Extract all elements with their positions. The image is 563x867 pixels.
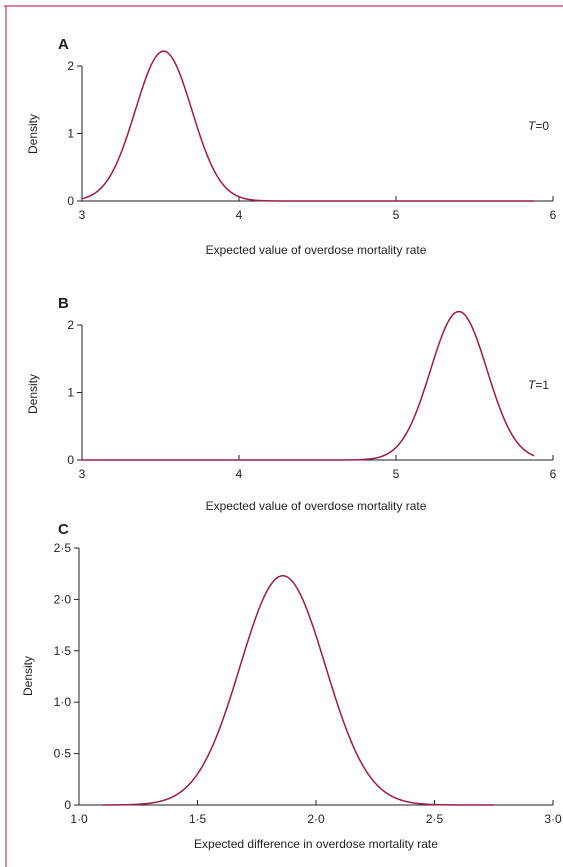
x-tick-label: 1·0 <box>70 812 88 826</box>
x-tick-label: 6 <box>550 467 557 481</box>
y-tick-label: 0 <box>67 194 74 208</box>
y-tick-label: 2·0 <box>54 592 72 606</box>
x-tick-label: 3 <box>79 208 86 222</box>
panel-letter: C <box>58 521 69 538</box>
chart-marks: 3 4 5 6 0 1 2 <box>67 310 557 481</box>
x-tick-label: 3·0 <box>544 812 562 826</box>
panel-a: A T=0 Density Expected value of overdose… <box>26 36 557 257</box>
y-tick-label: 2·5 <box>54 541 72 555</box>
x-tick-label: 2·5 <box>426 812 444 826</box>
y-tick-label: 1·0 <box>54 695 72 709</box>
y-tick-label: 0 <box>67 453 74 467</box>
y-tick-label: 1 <box>67 386 74 400</box>
y-tick-label: 0 <box>64 798 71 812</box>
y-tick-label: 1 <box>67 127 74 141</box>
y-tick-label: 0·5 <box>54 747 72 761</box>
density-curve <box>102 575 494 806</box>
chart-marks: 3 4 5 6 0 1 2 <box>67 50 557 222</box>
y-axis-label: Density <box>26 374 40 414</box>
density-curve <box>82 310 535 461</box>
y-tick-label: 1·5 <box>54 644 72 658</box>
x-axis-label: Expected value of overdose mortality rat… <box>206 499 427 513</box>
y-axis-label: Density <box>26 114 40 154</box>
panel-annotation: T=1 <box>528 378 549 392</box>
x-tick-label: 4 <box>236 208 243 222</box>
x-tick-label: 3 <box>79 467 86 481</box>
x-axis-label: Expected value of overdose mortality rat… <box>206 243 427 257</box>
panel-c: C Density Expected difference in overdos… <box>21 521 562 851</box>
x-tick-label: 2·0 <box>307 812 325 826</box>
panel-annotation: T=0 <box>528 119 549 133</box>
annotation-var: T <box>528 119 537 133</box>
x-tick-label: 1·5 <box>189 812 207 826</box>
density-curve <box>81 50 535 202</box>
chart-marks: 1·0 1·5 2·0 2·5 3·0 0 0·5 1·0 1·5 2·0 2·5 <box>54 541 562 826</box>
x-tick-label: 5 <box>393 208 400 222</box>
x-axis-label: Expected difference in overdose mortalit… <box>194 837 438 851</box>
y-axis-label: Density <box>21 656 35 696</box>
annotation-rest: =1 <box>535 378 549 392</box>
panel-b: B T=1 Density Expected value of overdose… <box>26 295 557 513</box>
y-tick-label: 2 <box>67 59 74 73</box>
annotation-rest: =0 <box>535 119 549 133</box>
x-tick-label: 4 <box>236 467 243 481</box>
x-tick-label: 5 <box>393 467 400 481</box>
y-tick-label: 2 <box>67 318 74 332</box>
annotation-var: T <box>528 378 537 392</box>
panel-letter: B <box>58 295 69 312</box>
x-tick-label: 6 <box>550 208 557 222</box>
panel-letter: A <box>58 36 69 53</box>
